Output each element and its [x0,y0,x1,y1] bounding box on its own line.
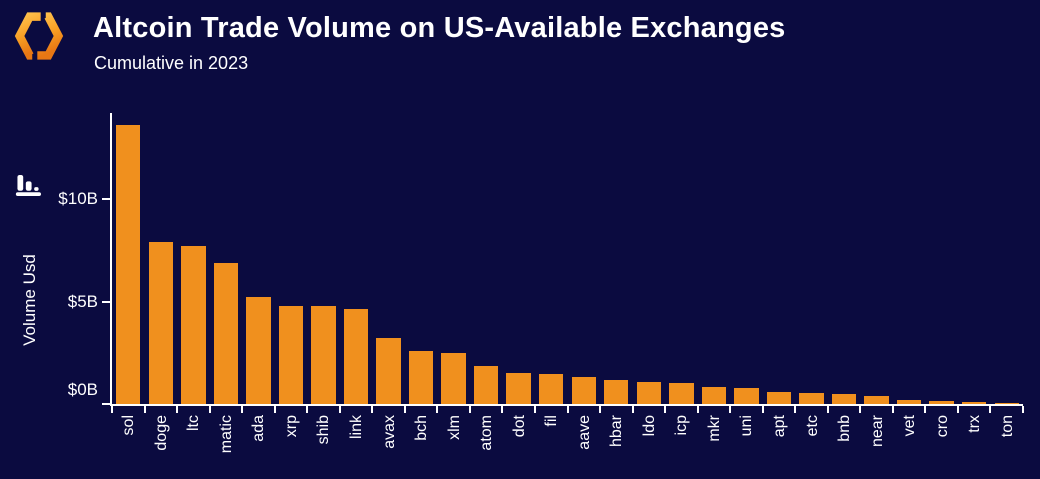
x-axis-label-ldo: ldo [640,415,658,437]
bar-dot[interactable] [506,373,531,404]
page-title: Altcoin Trade Volume on US-Available Exc… [93,12,786,44]
x-axis-label-icp: icp [673,415,691,436]
bar-ltc[interactable] [181,246,206,404]
x-axis-label-xrp: xrp [282,415,300,438]
x-axis-label-ltc: ltc [185,415,203,431]
brand-logo-icon [14,12,64,60]
bar-ldo[interactable] [636,382,662,404]
x-axis-tick [371,406,374,413]
x-axis-label-hbar: hbar [608,415,626,448]
x-axis-label-trx: trx [966,415,984,433]
x-axis-tick [891,406,894,413]
x-axis-tick [468,406,471,413]
x-axis-tick [176,406,179,413]
bar-link[interactable] [343,308,369,404]
bar-ada[interactable] [246,297,271,404]
plot-area: $0B $5B $10B sol doge ltc matic ada xrp shib link a… [58,113,1024,453]
x-axis-tick [143,406,146,413]
bar-icp[interactable] [669,382,694,404]
x-axis-label-uni: uni [738,415,756,437]
x-axis-tick [664,406,667,413]
y-axis-tick [102,300,110,303]
x-axis-tick [208,406,211,413]
bar-etc[interactable] [799,393,824,404]
x-axis-label-mkr: mkr [705,415,723,442]
x-axis-tick [533,406,536,413]
x-axis-label-avax: avax [380,415,398,449]
x-axis-label-ada: ada [250,415,268,442]
bar-apt[interactable] [766,391,792,404]
bar-matic[interactable] [213,262,239,404]
x-axis-tick [501,406,504,413]
x-axis-label-xlm: xlm [445,415,463,440]
x-axis-label-matic: matic [217,415,235,454]
x-axis-tick [338,406,341,413]
x-axis-tick [924,406,927,413]
x-axis-tick [989,406,992,413]
x-axis-label-near: near [868,415,886,448]
x-axis-label-bnb: bnb [836,415,854,442]
bar-vet[interactable] [896,399,922,404]
bar-near[interactable] [864,396,889,404]
x-axis-tick [696,406,699,413]
x-axis-label-dot: dot [510,415,528,438]
bar-uni[interactable] [734,387,759,404]
x-axis-tick [1022,406,1024,413]
bar-doge[interactable] [148,242,173,404]
x-axis-label-cro: cro [933,415,951,438]
bar-chart-icon [15,175,41,197]
x-axis-tick [403,406,406,413]
x-axis-tick [436,406,439,413]
x-axis-label-fil: fil [543,415,561,427]
bar-bnb[interactable] [831,394,857,404]
x-axis-tick [273,406,276,413]
x-axis-tick [599,406,602,413]
y-axis-title: Volume Usd [20,254,39,346]
bar-bch[interactable] [408,350,434,404]
x-axis-tick [111,406,113,413]
x-axis-label-link: link [348,415,366,440]
x-axis-label-shib: shib [315,415,333,445]
bar-shib[interactable] [311,306,336,404]
x-axis-label-atom: atom [478,415,496,451]
x-axis-label-sol: sol [120,415,138,436]
x-axis-label-vet: vet [901,415,919,437]
x-axis-label-etc: etc [803,415,821,437]
x-axis-tick [826,406,829,413]
x-axis-tick [729,406,732,413]
bar-xlm[interactable] [441,352,466,404]
bar-sol[interactable] [116,125,141,404]
bar-mkr[interactable] [701,386,727,404]
x-axis-tick [566,406,569,413]
x-axis-label-doge: doge [152,415,170,451]
bar-cro[interactable] [929,400,954,404]
bar-fil[interactable] [539,374,564,404]
bar-aave[interactable] [571,377,596,404]
x-axis-tick [631,406,634,413]
bar-trx[interactable] [961,401,987,404]
x-axis-label-bch: bch [413,415,431,441]
y-axis-tick [102,198,110,201]
x-axis-tick [761,406,764,413]
x-axis-label-aave: aave [575,415,593,450]
y-axis-tick-label: $10B [58,189,98,209]
x-axis-tick [794,406,797,413]
y-axis-tick-label: $0B [67,380,98,399]
bar-xrp[interactable] [278,305,304,404]
bar-hbar[interactable] [604,380,629,404]
y-axis-tick-label: $5B [67,291,98,311]
x-axis-label-ton: ton [998,415,1016,438]
y-axis-tick [102,403,110,405]
x-axis-label-apt: apt [770,415,788,438]
x-axis-tick [306,406,309,413]
x-axis-tick [859,406,862,413]
x-axis-tick [241,406,244,413]
x-axis-tick [956,406,959,413]
page-subtitle: Cumulative in 2023 [94,53,249,73]
bar-avax[interactable] [376,338,401,404]
bar-ton[interactable] [994,403,1019,404]
bar-atom[interactable] [473,366,499,404]
